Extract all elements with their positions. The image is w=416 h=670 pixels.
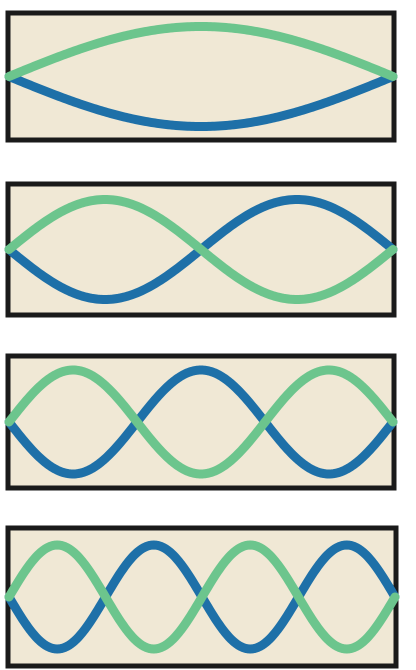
standing-wave-mode-3	[0, 350, 416, 500]
green-wave	[4, 195, 398, 304]
mode-1-svg	[4, 10, 398, 143]
green-wave	[4, 365, 398, 479]
green-wave	[4, 540, 400, 654]
mode-2-svg	[4, 181, 398, 318]
string-frame	[5, 10, 397, 143]
standing-wave-mode-1	[0, 5, 416, 155]
standing-wave-mode-2	[0, 177, 416, 327]
mode-3-svg	[4, 353, 398, 491]
standing-wave-mode-4	[0, 520, 416, 670]
green-wave	[4, 22, 398, 81]
blue-wave	[4, 365, 398, 479]
string-frame	[5, 353, 397, 491]
mode-4-svg	[4, 525, 400, 669]
blue-wave	[4, 72, 398, 131]
